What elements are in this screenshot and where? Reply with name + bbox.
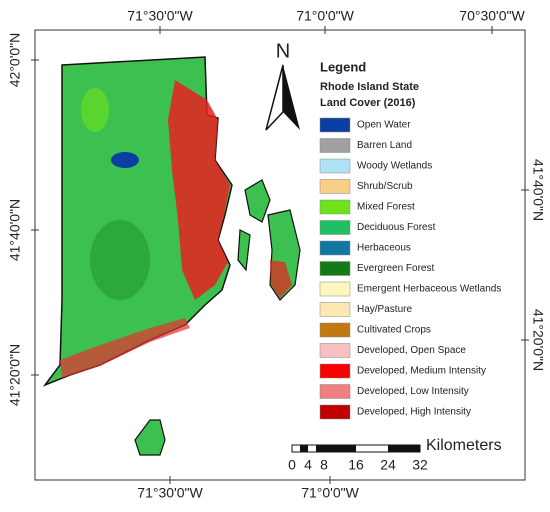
- legend-swatch: [319, 404, 351, 420]
- scale-label: 8: [320, 457, 328, 473]
- arrow-half: [265, 64, 284, 131]
- scale-unit: Kilometers: [426, 437, 502, 454]
- legend-swatch: [319, 343, 351, 358]
- legend-label: Herbaceous: [357, 243, 411, 254]
- legend-title: Legend: [320, 59, 366, 74]
- legend-label: Developed, High Intensity: [357, 407, 471, 418]
- legend-label: Barren Land: [357, 140, 412, 151]
- legend-label: Deciduous Forest: [357, 222, 436, 233]
- scale-label: 0: [288, 457, 296, 473]
- legend-label: Developed, Medium Intensity: [357, 366, 486, 377]
- legend-swatch: [319, 240, 351, 256]
- block-island: [134, 419, 166, 456]
- graticule-label: 41°40'0"N: [530, 159, 546, 221]
- coastal-urban: [60, 318, 190, 378]
- legend-label: Developed, Open Space: [357, 345, 466, 356]
- legend-label: Open Water: [357, 120, 411, 131]
- graticule-label: 42°0'0"N: [7, 33, 23, 88]
- graticule-label: 71°30'0"W: [137, 485, 203, 501]
- legend-swatch: [319, 220, 351, 235]
- scale-bar: Kilometers: [291, 437, 502, 454]
- legend-swatch: [319, 281, 351, 297]
- legend-label: Mixed Forest: [357, 202, 415, 213]
- scale-label: 24: [380, 457, 396, 473]
- scale-label: 4: [304, 457, 312, 473]
- scale-segment: [316, 445, 324, 452]
- legend-swatch: [319, 117, 351, 133]
- legend-swatch: [319, 322, 351, 338]
- east-bay: [244, 179, 271, 223]
- legend-swatch: [319, 138, 351, 153]
- legend-swatch: [319, 384, 351, 399]
- legend-label: Shrub/Scrub: [357, 181, 413, 192]
- graticule-label: 41°20'0"N: [7, 344, 23, 406]
- urban-area: [168, 80, 230, 300]
- reservoir: [111, 152, 139, 168]
- legend-swatch: [319, 302, 351, 317]
- north-label: N: [276, 40, 290, 62]
- legend-subtitle: Land Cover (2016): [320, 97, 416, 109]
- legend-swatch: [319, 363, 351, 379]
- scale-label: 32: [412, 457, 428, 473]
- graticule-label: 71°0'0"W: [296, 8, 354, 24]
- scale-segment: [300, 445, 308, 452]
- north-arrow: N: [265, 40, 300, 131]
- forest-patch: [81, 88, 109, 132]
- aquidneck-urban: [270, 260, 292, 298]
- legend-swatch: [319, 179, 351, 194]
- legend-label: Woody Wetlands: [357, 161, 432, 172]
- arrow-half: [283, 65, 300, 130]
- legend-swatch: [319, 158, 351, 174]
- legend-label: Evergreen Forest: [357, 263, 434, 274]
- legend-swatch: [319, 199, 351, 215]
- legend-label: Cultivated Crops: [357, 325, 431, 336]
- legend-label: Developed, Low Intensity: [357, 386, 469, 397]
- graticule-label: 71°0'0"W: [301, 485, 359, 501]
- legend-subtitle: Rhode Island State: [320, 81, 419, 93]
- graticule-label: 41°20'0"N: [530, 309, 546, 371]
- forest-patch: [90, 220, 150, 300]
- graticule-label: 70°30'0"W: [459, 8, 525, 24]
- graticule-label: 71°30'0"W: [127, 8, 193, 24]
- legend-swatch: [319, 261, 351, 276]
- scale-segment: [388, 445, 420, 452]
- conanicut-island: [237, 229, 251, 272]
- graticule-label: 41°40'0"N: [7, 199, 23, 261]
- legend-label: Hay/Pasture: [357, 304, 412, 315]
- state-map: [42, 56, 301, 456]
- legend-label: Emergent Herbaceous Wetlands: [357, 284, 501, 295]
- scale-segment: [324, 445, 356, 452]
- scale-label: 16: [348, 457, 364, 473]
